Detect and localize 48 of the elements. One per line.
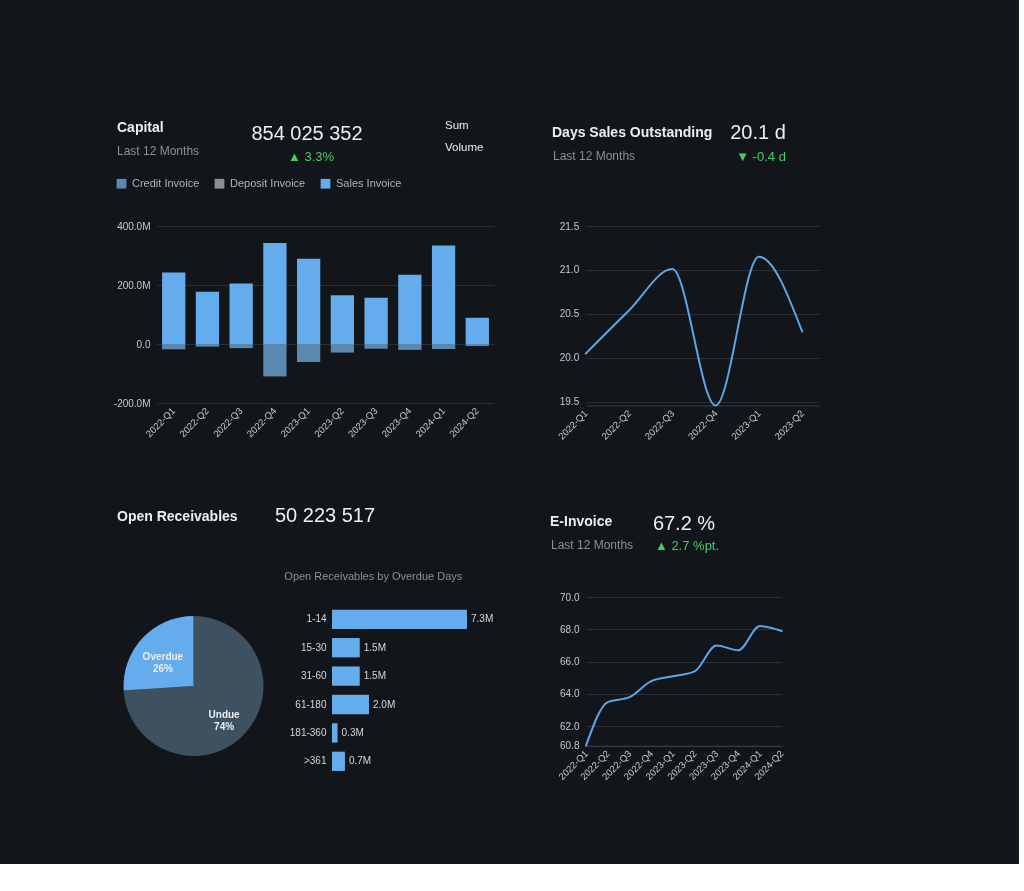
bar — [332, 666, 360, 686]
y-tick-label: 181-360 — [289, 726, 327, 738]
y-tick-label: 68.0 — [560, 623, 580, 635]
y-tick-label: 70.0 — [560, 591, 580, 603]
pie-slice — [123, 616, 194, 691]
y-tick-label: 20.0 — [559, 352, 580, 364]
y-tick-label: 21.5 — [559, 220, 580, 232]
text: ▼ -0.4 d — [736, 149, 786, 165]
line-series — [585, 625, 783, 747]
data-label: 1.5M — [363, 670, 386, 682]
chart-subtitle: Last 12 Months — [553, 149, 636, 164]
chart-title: Open Receivables by Overdue Days — [284, 570, 463, 582]
y-tick-label: 61-180 — [295, 698, 327, 710]
y-tick-label: 15-30 — [300, 641, 327, 653]
slice-label: Overdue — [142, 651, 184, 663]
y-tick-label: >361 — [303, 755, 327, 767]
data-label: 0.7M — [348, 755, 372, 767]
y-tick-label: 60.8 — [560, 740, 580, 752]
data-label: 7.3M — [471, 613, 494, 625]
y-tick-label: 20.5 — [559, 308, 580, 320]
chart-title: E-Invoice — [550, 513, 613, 529]
y-tick-label: 64.0 — [560, 688, 580, 700]
data-label: 74% — [214, 720, 235, 732]
pie-slice — [123, 616, 264, 756]
chart-title: Open Receivables — [117, 508, 238, 524]
text: 50 223 517 — [275, 504, 376, 526]
y-tick-label: 21.0 — [559, 264, 580, 276]
y-tick-label: 1-14 — [306, 613, 327, 625]
chart-subtitle: Last 12 Months — [551, 538, 634, 552]
bar — [332, 694, 369, 715]
slice-label: Undue — [208, 708, 241, 720]
y-tick-label: 66.0 — [560, 656, 580, 668]
text: 67.2 % — [652, 512, 716, 534]
y-tick-label: 62.0 — [560, 720, 580, 732]
bar — [332, 638, 360, 658]
data-label: 2.0M — [372, 698, 396, 710]
y-tick-label: 31-60 — [300, 670, 327, 682]
data-label: 26% — [152, 663, 173, 675]
data-label: 1.5M — [363, 641, 386, 653]
text: ▲ 2.7 %pt. — [654, 538, 720, 553]
bar — [332, 609, 467, 629]
y-tick-label: 19.5 — [559, 396, 580, 408]
bar — [332, 751, 345, 771]
text: 20.1 d — [730, 121, 786, 144]
bar — [332, 723, 338, 743]
chart-title: Days Sales Outstanding — [552, 124, 713, 141]
data-label: 0.3M — [341, 726, 364, 738]
line-series — [584, 255, 804, 407]
